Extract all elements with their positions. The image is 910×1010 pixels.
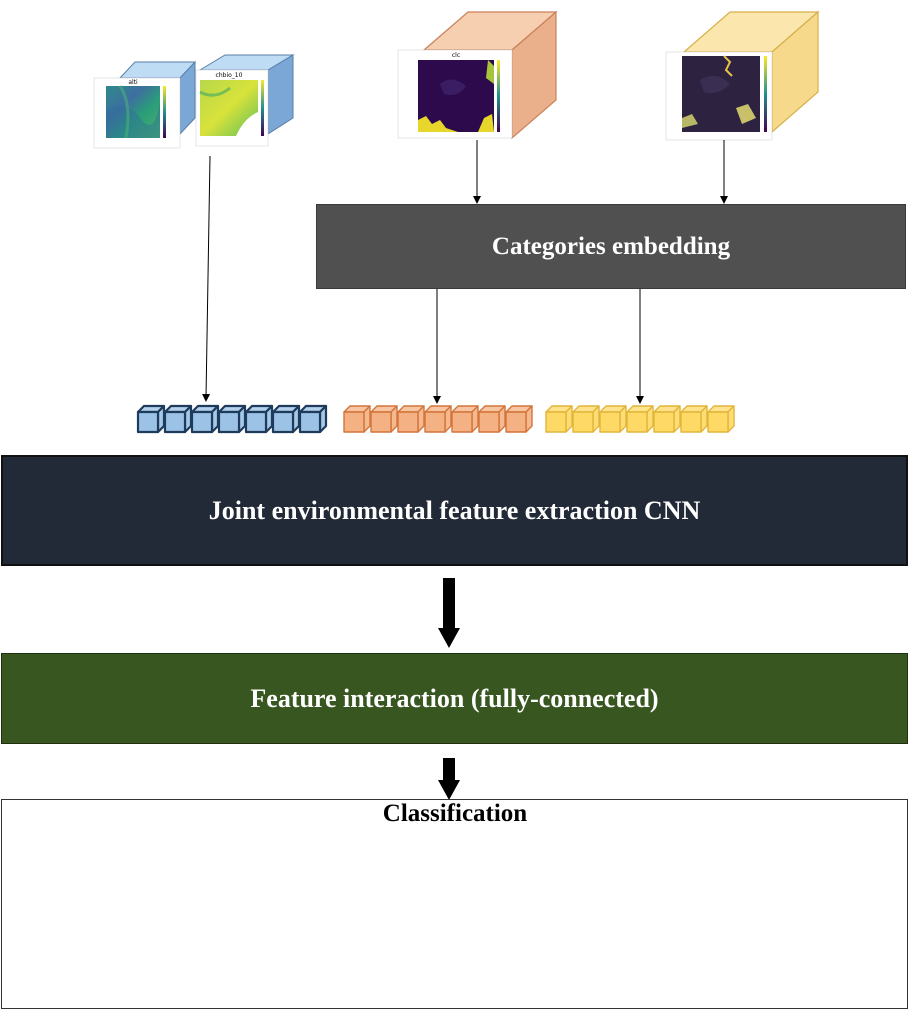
feature-cube <box>244 404 274 434</box>
arrow-chbio-to-blue-features <box>202 155 211 402</box>
feature-cube <box>653 405 681 433</box>
feature-cube <box>451 405 479 433</box>
raster-cube-clc: clc <box>397 10 558 140</box>
classification-title: Classification <box>382 800 528 827</box>
feature-cube <box>136 404 166 434</box>
categories-embedding-box: Categories embedding <box>316 204 906 289</box>
raster-title-alti: alti <box>128 79 138 86</box>
feature-cube <box>545 405 573 433</box>
colorbar <box>497 60 500 132</box>
feature-cube <box>424 405 452 433</box>
feature-interaction-box: Feature interaction (fully-connected) <box>1 653 908 744</box>
raster-title-chbio: chbio_10 <box>216 72 243 79</box>
classification-panel <box>1 799 908 1009</box>
colorbar <box>163 86 166 138</box>
feature-cube <box>707 405 735 433</box>
feature-cube <box>271 404 301 434</box>
feature-cube <box>599 405 627 433</box>
colorbar <box>764 56 767 132</box>
feature-cube <box>626 405 654 433</box>
feature-cubes-yellow <box>545 405 735 433</box>
feature-cube <box>680 405 708 433</box>
feature-cube <box>572 405 600 433</box>
raster-image-alti <box>106 86 160 138</box>
raster-cube-chbio: chbio_10 <box>195 54 295 147</box>
raster-title-clc: clc <box>452 52 460 59</box>
feature-cube <box>343 405 371 433</box>
feature-cube <box>298 404 328 434</box>
raster-image-clc <box>418 60 494 132</box>
feature-cube <box>370 405 398 433</box>
feature-cube <box>163 404 193 434</box>
feature-extraction-cnn-box: Joint environmental feature extraction C… <box>1 455 908 566</box>
colorbar <box>261 80 264 136</box>
feature-cube <box>217 404 247 434</box>
thick-arrow-fc-to-classification <box>438 758 460 800</box>
feature-cubes-orange <box>343 405 533 433</box>
feature-cube <box>505 405 533 433</box>
feature-cube <box>190 404 220 434</box>
raster-cube-yellow <box>665 10 820 141</box>
thick-arrow-cnn-to-fc <box>438 578 460 648</box>
feature-cube <box>478 405 506 433</box>
feature-cubes-blue <box>136 404 328 434</box>
feature-cube-rows <box>136 404 735 434</box>
raster-cube-alti: alti <box>93 60 197 149</box>
feature-cube <box>397 405 425 433</box>
